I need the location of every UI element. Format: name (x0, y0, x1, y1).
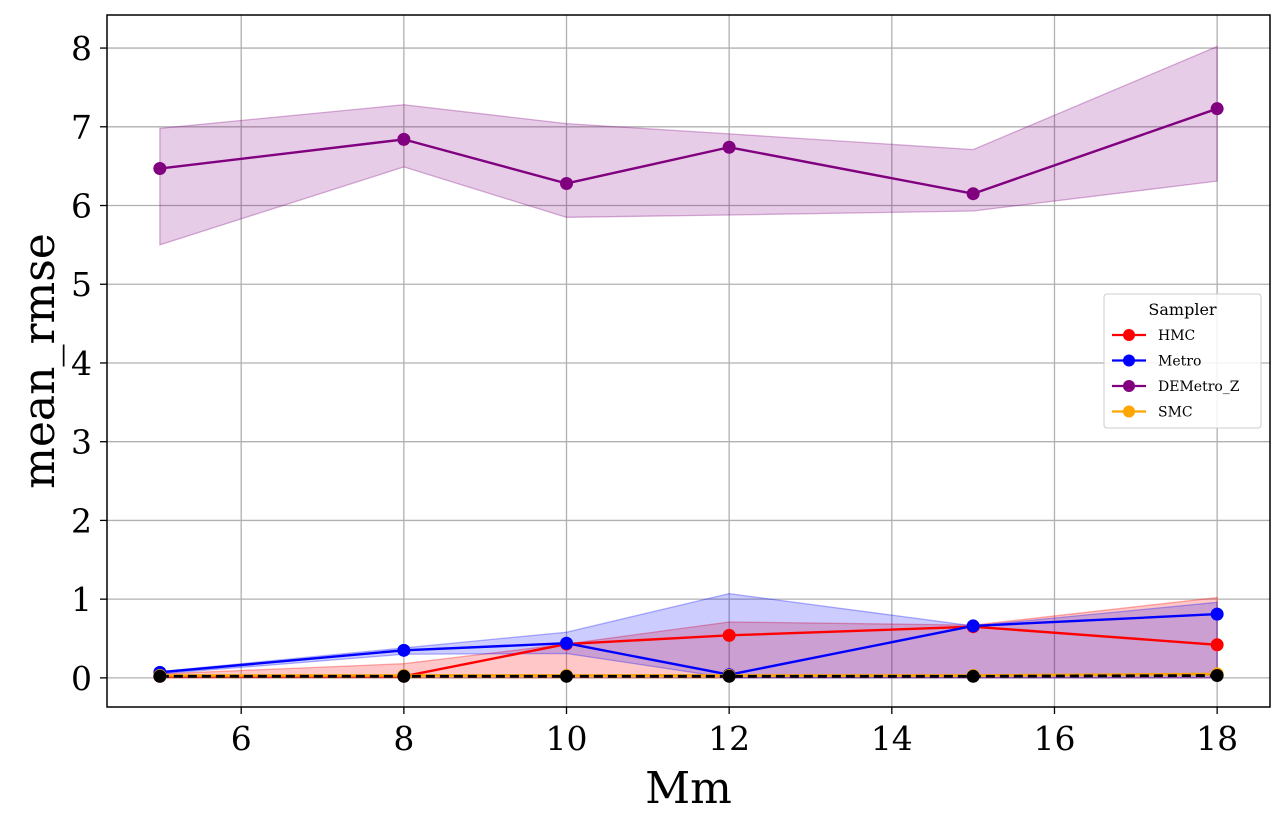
point-metro (1210, 607, 1224, 621)
plot-frame (106, 14, 1271, 708)
point-hmc (1210, 638, 1224, 652)
point-reference (397, 669, 411, 683)
point-demetro_z (397, 132, 411, 146)
x-axis-label: Mm (645, 763, 732, 814)
y-tick-label: 7 (71, 108, 92, 147)
legend-marker-metro (1123, 354, 1135, 367)
y-axis-label: mean_rmse (14, 233, 65, 489)
legend-label-metro: Metro (1158, 354, 1201, 370)
x-tick-label: 12 (708, 719, 750, 758)
y-ticks: 0 1 2 3 4 5 6 7 8 (71, 29, 107, 698)
point-metro (966, 619, 980, 633)
point-metro (397, 643, 411, 657)
point-demetro_z (153, 162, 167, 176)
point-hmc (722, 628, 736, 642)
y-tick-label: 8 (71, 29, 92, 68)
legend-label-hmc: HMC (1158, 328, 1195, 344)
x-tick-label: 10 (546, 719, 588, 758)
point-reference (560, 669, 574, 683)
legend-marker-smc (1123, 405, 1135, 418)
band-demetro_z (159, 45, 1218, 246)
series-points (153, 102, 1224, 683)
point-reference (966, 669, 980, 683)
point-demetro_z (722, 140, 736, 154)
x-tick-label: 8 (393, 719, 414, 758)
legend-label-smc: SMC (1158, 405, 1193, 421)
y-tick-label: 1 (71, 580, 92, 619)
point-metro (560, 636, 574, 650)
x-ticks: 6 8 10 12 14 16 18 (231, 707, 1238, 758)
point-reference (722, 669, 736, 683)
x-tick-label: 14 (871, 719, 913, 758)
y-tick-label: 4 (71, 344, 92, 383)
series-lines (159, 107, 1218, 678)
point-demetro_z (560, 176, 574, 190)
y-tick-label: 0 (71, 659, 92, 698)
legend-label-demetro_z: DEMetro_Z (1158, 379, 1240, 395)
legend-marker-hmc (1123, 329, 1135, 341)
legend-box (1103, 293, 1262, 429)
y-tick-label: 6 (71, 187, 92, 226)
point-demetro_z (1210, 102, 1224, 116)
x-tick-label: 16 (1033, 719, 1075, 758)
y-tick-label: 5 (71, 265, 92, 304)
point-reference (153, 669, 167, 683)
line-demetro_z (159, 107, 1218, 195)
x-tick-label: 6 (231, 719, 252, 758)
grid (107, 15, 1270, 707)
legend: Sampler HMC Metro DEMetro_Z SMC (1103, 293, 1262, 429)
line-reference (159, 674, 1218, 678)
line-metro (159, 612, 1218, 676)
y-tick-label: 2 (71, 501, 92, 540)
point-reference (1210, 669, 1224, 683)
point-demetro_z (966, 187, 980, 201)
x-tick-label: 18 (1196, 719, 1238, 758)
legend-marker-demetro_z (1123, 380, 1135, 392)
y-tick-label: 3 (71, 423, 92, 462)
legend-title: Sampler (1148, 300, 1217, 319)
